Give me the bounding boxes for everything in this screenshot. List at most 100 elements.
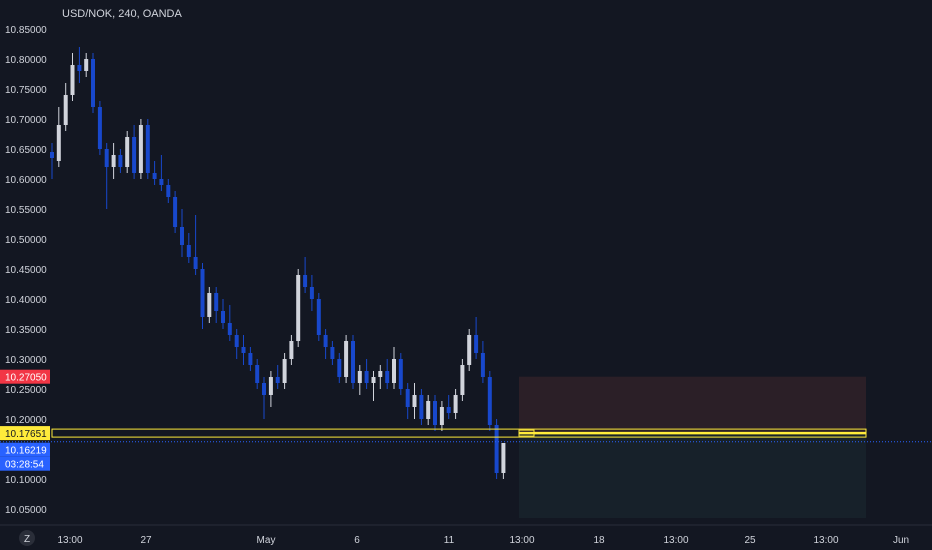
candle — [433, 395, 437, 431]
candle — [104, 143, 109, 209]
candle — [364, 359, 369, 389]
candle — [467, 329, 472, 371]
x-tick-label: Jun — [893, 535, 909, 546]
candle — [405, 383, 410, 419]
x-tick-label: 13:00 — [813, 535, 838, 546]
candle-body — [337, 359, 342, 377]
candle-body — [289, 341, 294, 359]
candle — [132, 125, 137, 179]
candle-body — [344, 341, 349, 377]
x-tick-label: 13:00 — [509, 535, 534, 546]
candle-body — [56, 125, 61, 161]
candle — [316, 293, 321, 341]
candle-body — [104, 149, 109, 167]
y-tick-label: 10.85000 — [5, 25, 47, 36]
candle — [70, 53, 75, 101]
timezone-badge-bg[interactable] — [19, 530, 35, 546]
candle — [200, 263, 205, 329]
candle-body — [63, 95, 68, 125]
x-tick-label: 13:00 — [57, 535, 82, 546]
candle — [487, 371, 492, 431]
y-tick-label: 10.70000 — [5, 115, 47, 126]
candle — [111, 143, 116, 179]
current-price-tag: 10.16219 — [5, 446, 47, 457]
candle — [446, 395, 451, 419]
price-tags: 10.27050 10.17651 10.16219 03:28:54 — [0, 369, 50, 471]
candle-body — [480, 353, 485, 377]
y-tick-label: 10.10000 — [5, 475, 47, 486]
candle — [159, 155, 164, 191]
candle-body — [487, 377, 492, 425]
candle — [398, 353, 403, 395]
candle — [221, 299, 225, 329]
y-tick-label: 10.50000 — [5, 235, 47, 246]
candle-body — [392, 359, 396, 383]
price-axis[interactable]: 10.85000 10.80000 10.75000 10.70000 10.65000… — [5, 25, 47, 516]
timezone-badge[interactable]: Z — [24, 534, 30, 545]
candle-body — [460, 365, 465, 395]
candle-body — [282, 359, 287, 383]
candle-body — [419, 395, 424, 419]
x-tick-label: 11 — [444, 535, 455, 546]
x-tick-label: 13:00 — [663, 535, 688, 546]
candle-body — [193, 257, 198, 269]
candle-body — [378, 371, 383, 377]
candle-body — [186, 245, 191, 257]
candles — [50, 47, 506, 479]
y-tick-label: 10.80000 — [5, 55, 47, 66]
candle-body — [91, 59, 95, 107]
candle — [186, 233, 191, 263]
candle — [173, 191, 178, 233]
candle — [371, 371, 376, 401]
candle-body — [446, 407, 451, 413]
current-price-tag-bg — [0, 442, 50, 457]
candle — [330, 341, 335, 365]
candle-body — [214, 293, 219, 311]
y-tick-label: 10.30000 — [5, 355, 47, 366]
chart-title: USD/NOK, 240, OANDA — [62, 8, 182, 20]
stop-price-tag-bg — [0, 369, 50, 384]
stop-loss-zone[interactable] — [519, 376, 866, 434]
candle-body — [398, 359, 403, 389]
candle — [193, 215, 198, 275]
candle-body — [70, 65, 75, 95]
stop-price-tag: 10.27050 — [5, 373, 47, 384]
candle — [323, 329, 328, 359]
candle-body — [221, 311, 225, 323]
take-profit-zone[interactable] — [519, 433, 866, 518]
x-tick-label: May — [257, 535, 276, 546]
candle-body — [316, 299, 321, 335]
time-axis[interactable]: 13:00 27 May 6 11 13:00 18 13:00 25 13:00 Jun — [57, 535, 909, 546]
candle — [138, 119, 143, 179]
candle — [439, 401, 444, 431]
candle-body — [262, 383, 266, 395]
candle — [474, 317, 479, 359]
candle — [255, 359, 260, 389]
candle-body — [309, 287, 314, 299]
price-levels — [0, 428, 932, 443]
candle-body — [453, 395, 458, 413]
candle-body — [439, 407, 444, 425]
candle — [419, 389, 424, 425]
x-tick-label: 27 — [140, 535, 152, 546]
y-tick-label: 10.45000 — [5, 265, 47, 276]
candle — [234, 329, 239, 359]
candle — [214, 287, 219, 323]
entry-handle[interactable] — [518, 429, 535, 437]
candle — [351, 335, 355, 389]
candle-body — [207, 293, 212, 317]
candle-body — [132, 137, 137, 173]
x-tick-label: 18 — [593, 535, 605, 546]
candle-body — [77, 65, 82, 71]
candle-body — [248, 353, 253, 365]
candle-body — [241, 347, 246, 353]
candle-body — [426, 401, 431, 419]
entry-price-tag: 10.17651 — [5, 429, 47, 440]
candle-body — [385, 371, 390, 383]
candle — [337, 353, 342, 383]
candle — [357, 365, 362, 395]
candle-body — [296, 275, 301, 341]
candle-body — [227, 323, 232, 335]
candle-body — [84, 59, 89, 71]
